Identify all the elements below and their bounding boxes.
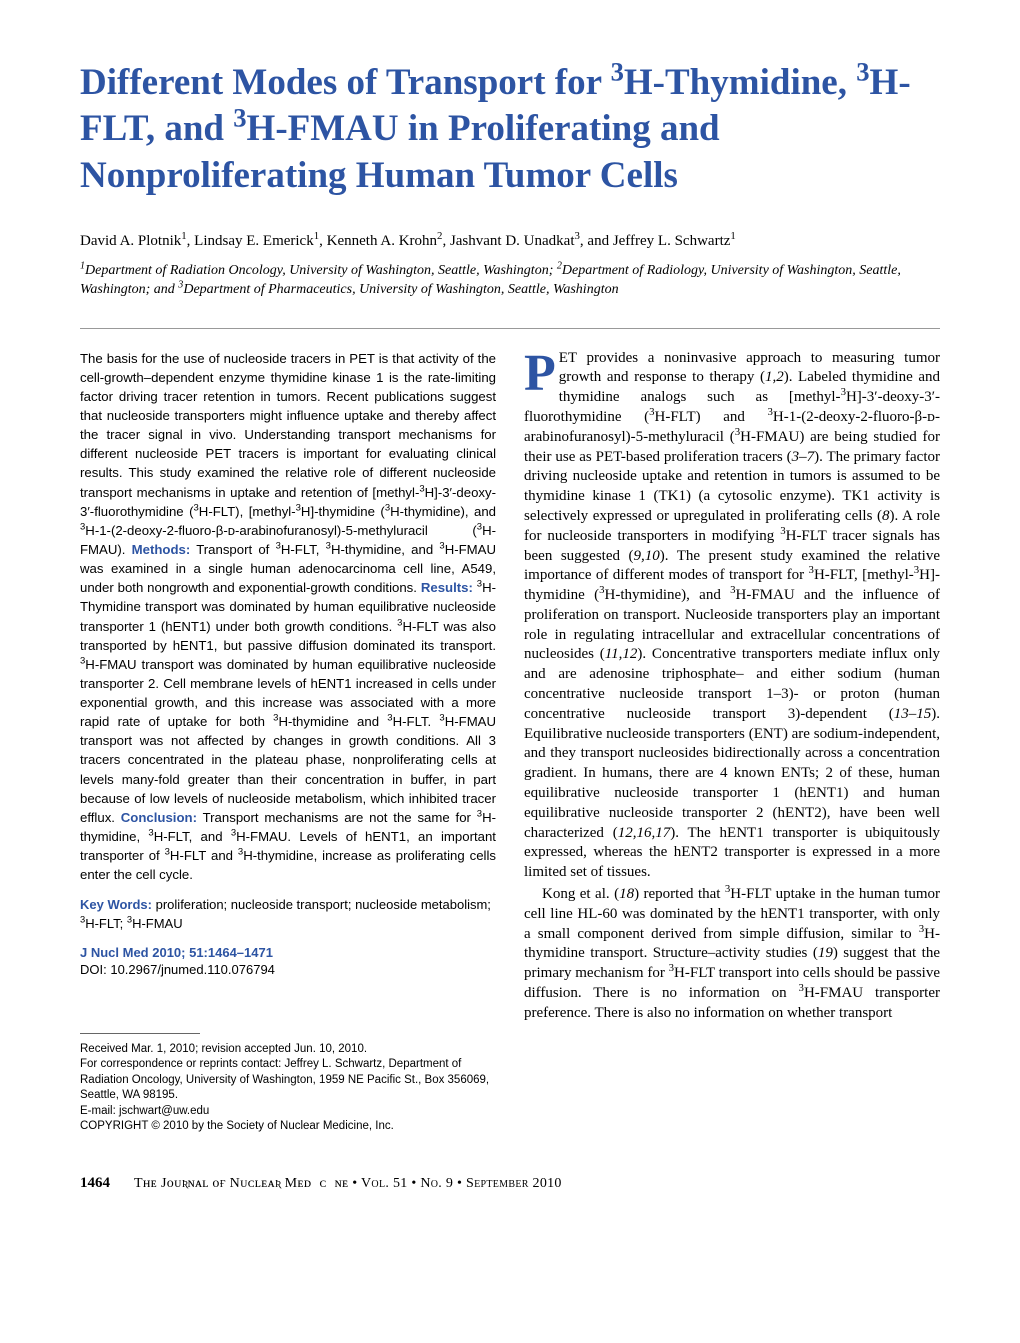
copyright-line: COPYRIGHT © 2010 by the Society of Nucle… (80, 1119, 496, 1135)
affiliations: 1Department of Radiation Oncology, Unive… (80, 262, 940, 300)
left-column: The basis for the use of nucleoside trac… (80, 349, 496, 1135)
article-title: Different Modes of Transport for 3H-Thym… (80, 60, 940, 199)
keywords-block: Key Words: proliferation; nucleoside tra… (80, 896, 496, 932)
page-container: Different Modes of Transport for 3H-Thym… (0, 0, 1020, 1232)
email-line: E-mail: jschwart@uw.edu (80, 1104, 496, 1120)
body-para-1-text: ET provides a noninvasive approach to me… (524, 350, 940, 881)
divider-rule (80, 328, 940, 329)
conclusion-label: Conclusion: (121, 810, 197, 825)
footnote-block: Received Mar. 1, 2010; revision accepted… (80, 1042, 496, 1135)
journal-citation: J Nucl Med 2010; 51:1464–1471 (80, 945, 496, 960)
author-list: David A. Plotnik1, Lindsay E. Emerick1, … (80, 233, 940, 250)
body-para-2: Kong et al. (18) reported that 3H-FLT up… (524, 885, 940, 1024)
results-label: Results: (421, 580, 473, 595)
abstract-block: The basis for the use of nucleoside trac… (80, 349, 496, 885)
footnote-rule (80, 1033, 200, 1034)
right-column: PET provides a noninvasive approach to m… (524, 349, 940, 1135)
correspondence-line: For correspondence or reprints contact: … (80, 1057, 496, 1104)
doi: DOI: 10.2967/jnumed.110.076794 (80, 962, 496, 977)
two-column-layout: The basis for the use of nucleoside trac… (80, 349, 940, 1135)
body-para-1: PET provides a noninvasive approach to m… (524, 349, 940, 884)
page-number: 1464 (80, 1175, 110, 1192)
abstract-intro: The basis for the use of nucleoside trac… (80, 351, 496, 557)
received-line: Received Mar. 1, 2010; revision accepted… (80, 1042, 496, 1058)
footer-journal-info: Tʜᴇ Jᴏᴜʀɴᴀʟ ᴏғ Nᴜᴄʟᴇᴀʀ Mᴇᴅɪᴄɪɴᴇ • Vol. 5… (134, 1176, 562, 1192)
methods-label: Methods: (132, 542, 191, 557)
drop-cap: P (524, 349, 559, 396)
page-footer: 1464 Tʜᴇ Jᴏᴜʀɴᴀʟ ᴏғ Nᴜᴄʟᴇᴀʀ Mᴇᴅɪᴄɪɴᴇ • V… (80, 1175, 940, 1192)
abstract-results: 3H-Thymidine transport was dominated by … (80, 580, 496, 825)
keywords-label: Key Words: (80, 897, 152, 912)
